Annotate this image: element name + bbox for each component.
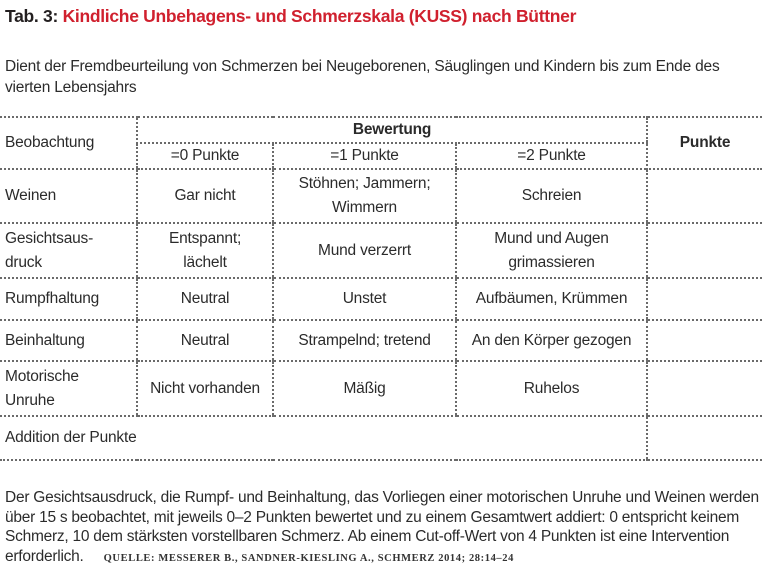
row-1-point: Unstet [272,277,456,321]
header-1-point: =1 Punkte [272,142,456,170]
row-2-points: An den Körper gezogen [454,319,648,362]
sum-label: Addition der Punkte [0,415,648,461]
sum-points [646,415,763,461]
intro-text: Dient der Fremdbeurteilung von Schmerzen… [5,58,720,96]
table-title-text: Kindliche Unbehagens- und Schmerzskala (… [62,6,577,26]
row-1-point: Mund verzerrt [272,222,456,279]
row-0-points: Entspannt; lächelt [136,222,273,279]
footnote-text: Der Gesichtsausdruck, die Rumpf- und Bei… [5,489,759,565]
table-number: Tab. 3: [5,6,58,26]
row-points [646,277,763,321]
sum-row: Addition der Punkte [0,415,763,461]
table-row: Weinen Gar nicht Stöhnen; Jammern; Wimme… [0,168,763,224]
row-0-points: Nicht vorhanden [136,360,273,417]
kuss-table: Beobachtung Bewertung Punkte =0 Punkte =… [0,116,763,461]
table-row: Rumpfhaltung Neutral Unstet Aufbäumen, K… [0,277,763,321]
header-points: Punkte [646,116,763,170]
header-observation: Beobachtung [0,116,137,170]
row-observation: Gesichtsaus-druck [0,222,137,279]
table-title: Tab. 3: Kindliche Unbehagens- und Schmer… [5,6,576,27]
row-points [646,168,763,224]
row-points [646,319,763,362]
footnote: Der Gesichtsausdruck, die Rumpf- und Bei… [5,488,765,568]
row-2-points: Aufbäumen, Krümmen [454,277,648,321]
table-row: Motorische Unruhe Nicht vorhanden Mäßig … [0,360,763,417]
row-2-points: Mund und Augen grimassieren [454,222,648,279]
header-0-points: =0 Punkte [136,142,273,170]
row-observation: Weinen [0,168,137,224]
row-1-point: Stöhnen; Jammern; Wimmern [272,168,456,224]
header-2-points: =2 Punkte [454,142,648,170]
table-row: Gesichtsaus-druck Entspannt; lächelt Mun… [0,222,763,279]
row-observation: Motorische Unruhe [0,360,137,417]
row-0-points: Neutral [136,277,273,321]
row-1-point: Mäßig [272,360,456,417]
row-0-points: Gar nicht [136,168,273,224]
row-1-point: Strampelnd; tretend [272,319,456,362]
table-row: Beinhaltung Neutral Strampelnd; tretend … [0,319,763,362]
row-points [646,360,763,417]
source-citation: Quelle: Messerer B., Sandner-Kiesling A.… [103,552,514,564]
row-observation: Beinhaltung [0,319,137,362]
row-2-points: Ruhelos [454,360,648,417]
row-points [646,222,763,279]
row-0-points: Neutral [136,319,273,362]
row-2-points: Schreien [454,168,648,224]
row-observation: Rumpfhaltung [0,277,137,321]
header-rating: Bewertung [135,116,648,144]
